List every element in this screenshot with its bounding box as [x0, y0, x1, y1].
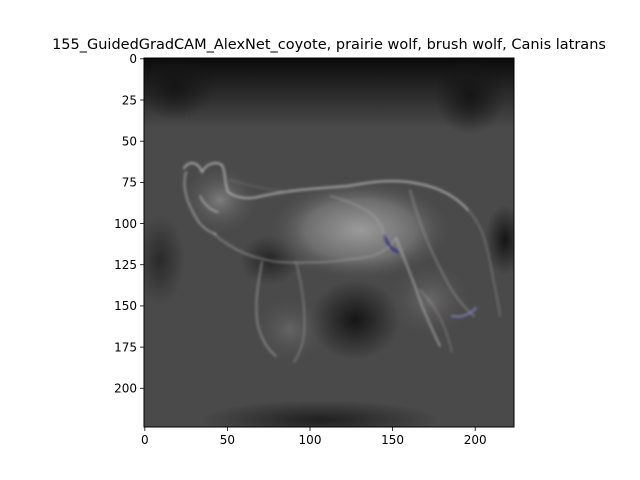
y-tick-label: 125 [114, 258, 137, 272]
axes-frame [143, 57, 515, 428]
y-axis: 0 25 50 75 100 125 150 175 200 [114, 52, 144, 396]
x-tick-label: 200 [464, 433, 487, 447]
y-tick-label: 0 [129, 52, 137, 66]
chart-title: 155_GuidedGradCAM_AlexNet_coyote, prairi… [52, 37, 606, 53]
x-tick-label: 100 [299, 433, 322, 447]
y-tick-label: 75 [122, 176, 137, 190]
y-tick-label: 50 [122, 134, 137, 148]
x-tick-label: 50 [220, 433, 235, 447]
coyote-silhouette [183, 162, 501, 363]
y-tick-label: 25 [122, 93, 137, 107]
x-tick-label: 150 [381, 433, 404, 447]
saliency-image [144, 58, 514, 427]
x-axis: 0 50 100 150 200 [141, 427, 487, 447]
x-tick-label: 0 [141, 433, 149, 447]
y-tick-label: 175 [114, 340, 137, 354]
y-tick-label: 150 [114, 299, 137, 313]
y-tick-label: 200 [114, 382, 137, 396]
y-tick-label: 100 [114, 217, 137, 231]
